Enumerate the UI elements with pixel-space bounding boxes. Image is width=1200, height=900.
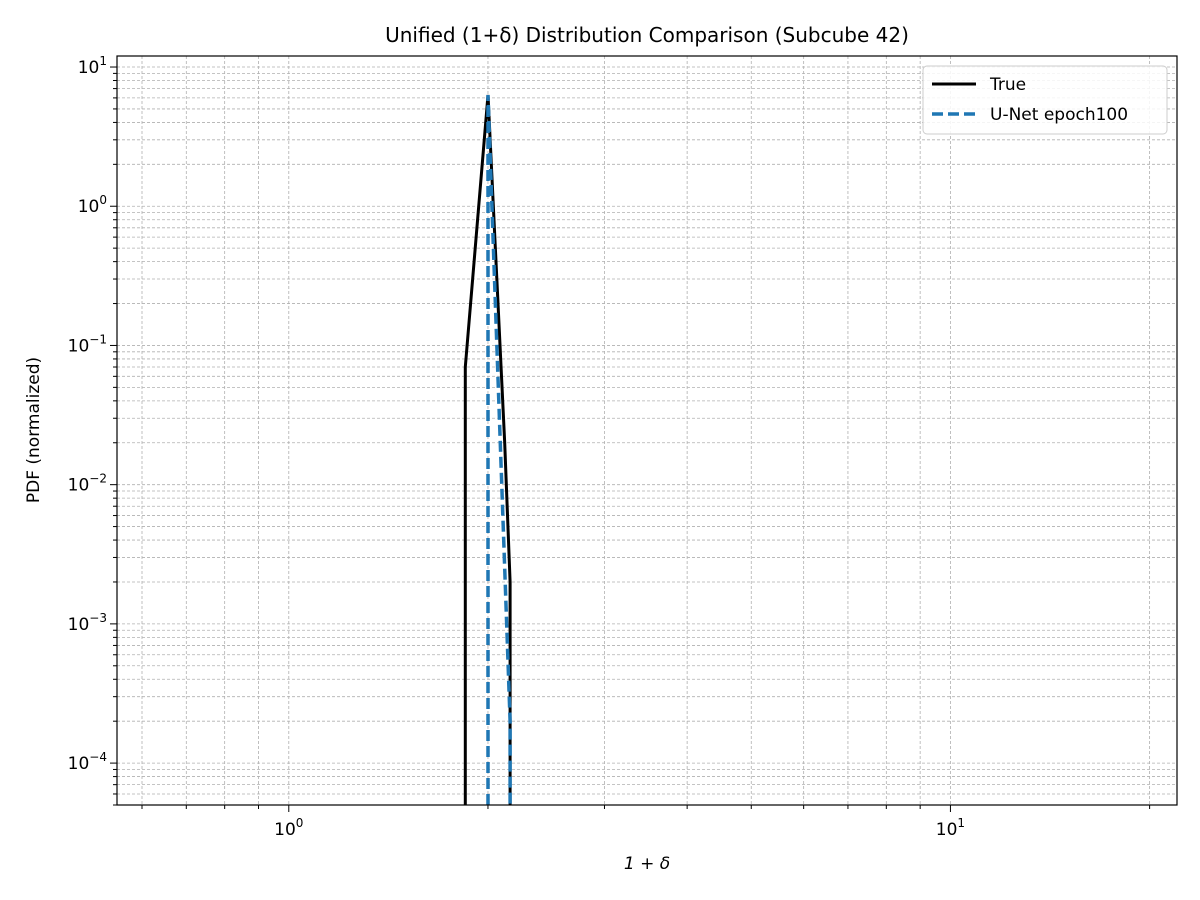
y-tick-label: 10−3	[68, 611, 107, 635]
legend-label-unet: U-Net epoch100	[990, 105, 1128, 125]
y-axis-label: PDF (normalized)	[24, 357, 44, 503]
series-lines	[463, 94, 512, 805]
plot-frame	[116, 55, 1178, 806]
y-tick-label: 10−4	[68, 750, 107, 774]
legend-label-true: True	[989, 75, 1026, 95]
grid	[117, 56, 1177, 806]
legend-box	[922, 65, 1168, 135]
y-tick-label: 100	[78, 193, 107, 217]
x-axis-label: 1 + δ	[624, 854, 670, 874]
legend: True U-Net epoch100	[922, 65, 1168, 135]
x-tick-label: 100	[274, 816, 303, 840]
series-line-true	[463, 94, 512, 805]
x-tick-label: 101	[936, 816, 965, 840]
series-line-unet-epoch100	[486, 94, 512, 805]
chart-title: Unified (1+δ) Distribution Comparison (S…	[385, 23, 909, 47]
y-tick-label: 10−2	[68, 472, 107, 496]
y-tick-label: 101	[78, 54, 107, 78]
ticks: 100 101 10−4 10−3 10−2 10−1 100 101	[68, 54, 1151, 840]
y-tick-label: 10−1	[68, 332, 107, 356]
